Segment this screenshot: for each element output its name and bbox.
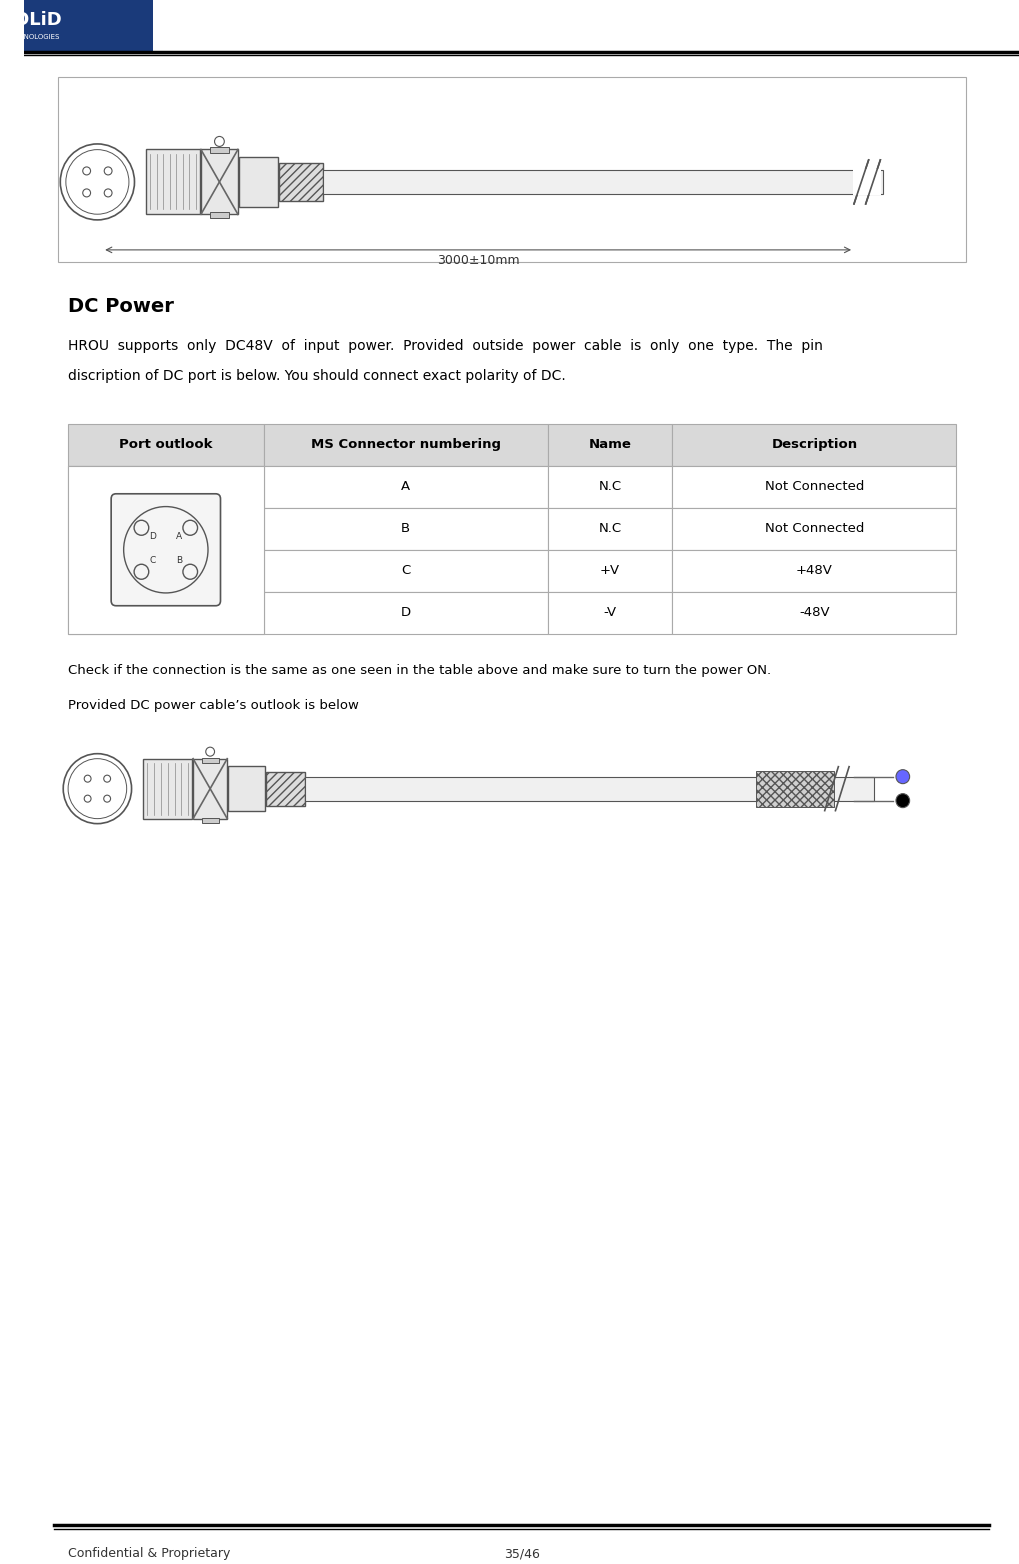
Text: D: D <box>149 532 156 541</box>
Text: +V: +V <box>600 565 621 577</box>
Bar <box>68 424 264 466</box>
Text: MS Connector numbering: MS Connector numbering <box>311 438 500 452</box>
Circle shape <box>896 793 910 807</box>
Text: Description: Description <box>771 438 857 452</box>
Bar <box>238 156 278 206</box>
Text: C: C <box>401 565 411 577</box>
Text: DC Power: DC Power <box>68 297 174 316</box>
Bar <box>210 213 228 219</box>
Text: Confidential & Proprietary: Confidential & Proprietary <box>68 1547 230 1561</box>
Bar <box>264 591 548 633</box>
Bar <box>264 508 548 551</box>
Bar <box>673 466 957 508</box>
Text: HROU  supports  only  DC48V  of  input  power.  Provided  outside  power  cable : HROU supports only DC48V of input power.… <box>68 339 823 353</box>
Text: N.C: N.C <box>598 480 622 493</box>
Bar <box>68 551 264 591</box>
Text: SOLiD: SOLiD <box>2 11 62 28</box>
Bar <box>264 551 548 591</box>
Bar <box>279 163 323 200</box>
Text: Port outlook: Port outlook <box>119 438 213 452</box>
Circle shape <box>896 769 910 784</box>
Text: -V: -V <box>603 607 616 619</box>
Bar <box>201 150 238 214</box>
Text: TECHNOLOGIES: TECHNOLOGIES <box>5 34 59 41</box>
Bar <box>548 424 673 466</box>
Text: 3000±10mm: 3000±10mm <box>437 253 520 267</box>
Text: Not Connected: Not Connected <box>764 522 864 535</box>
Bar <box>193 759 227 818</box>
Bar <box>853 169 881 196</box>
Bar <box>673 424 957 466</box>
Text: 35/46: 35/46 <box>503 1547 539 1561</box>
Bar <box>228 766 265 812</box>
Bar <box>756 771 835 807</box>
Bar <box>68 508 264 551</box>
Text: N.C: N.C <box>598 522 622 535</box>
Text: A: A <box>176 532 182 541</box>
Bar <box>264 466 548 508</box>
Bar <box>68 466 264 508</box>
Bar <box>673 551 957 591</box>
Text: B: B <box>176 557 182 565</box>
Bar <box>264 424 548 466</box>
Bar <box>548 466 673 508</box>
Bar <box>548 508 673 551</box>
Text: Check if the connection is the same as one seen in the table above and make sure: Check if the connection is the same as o… <box>68 663 771 677</box>
Text: Name: Name <box>589 438 632 452</box>
Bar <box>306 777 873 801</box>
Text: C: C <box>149 557 156 565</box>
Text: -48V: -48V <box>799 607 829 619</box>
Bar <box>548 551 673 591</box>
Bar <box>202 818 219 823</box>
FancyBboxPatch shape <box>111 494 220 605</box>
Text: A: A <box>401 480 411 493</box>
Text: B: B <box>401 522 411 535</box>
Bar <box>202 757 219 763</box>
Bar <box>144 759 193 818</box>
Text: Provided DC power cable’s outlook is below: Provided DC power cable’s outlook is bel… <box>68 699 359 712</box>
Bar <box>68 591 264 633</box>
Text: Not Connected: Not Connected <box>764 480 864 493</box>
Bar <box>323 170 883 194</box>
Bar <box>210 147 228 153</box>
Bar <box>58 77 966 261</box>
Text: D: D <box>400 607 411 619</box>
Bar <box>266 771 306 805</box>
Bar <box>673 508 957 551</box>
FancyBboxPatch shape <box>146 150 200 214</box>
Text: +48V: +48V <box>796 565 833 577</box>
Text: discription of DC port is below. You should connect exact polarity of DC.: discription of DC port is below. You sho… <box>68 369 566 383</box>
Bar <box>673 591 957 633</box>
Bar <box>24 0 154 52</box>
Bar <box>548 591 673 633</box>
Bar <box>68 466 264 633</box>
